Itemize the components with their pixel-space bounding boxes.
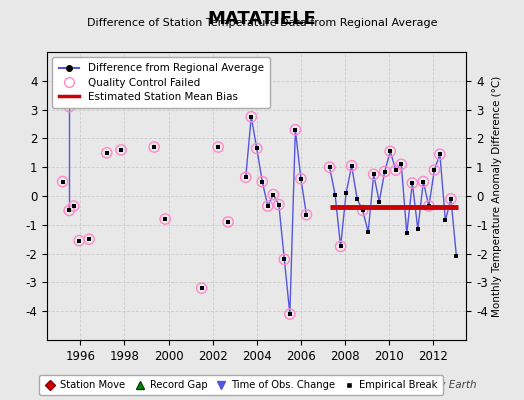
Point xyxy=(369,171,378,178)
Point xyxy=(247,114,255,120)
Point xyxy=(297,176,305,182)
Point xyxy=(424,203,433,209)
Point xyxy=(242,174,250,180)
Point xyxy=(336,243,345,250)
Point xyxy=(253,145,261,152)
Point xyxy=(247,114,255,120)
Point xyxy=(275,202,283,208)
Point xyxy=(264,203,272,209)
Point xyxy=(302,212,311,218)
Point xyxy=(198,285,206,291)
Point xyxy=(297,176,305,182)
Point xyxy=(397,161,406,168)
Point xyxy=(358,207,367,214)
Point xyxy=(391,167,400,173)
Point xyxy=(264,203,272,209)
Point xyxy=(447,196,455,202)
Point xyxy=(214,144,222,150)
Legend: Station Move, Record Gap, Time of Obs. Change, Empirical Break: Station Move, Record Gap, Time of Obs. C… xyxy=(39,375,443,395)
Point xyxy=(198,285,206,291)
Point xyxy=(280,256,289,262)
Point xyxy=(380,168,389,175)
Point xyxy=(353,196,362,202)
Point xyxy=(358,207,367,214)
Text: Berkeley Earth: Berkeley Earth xyxy=(400,380,477,390)
Point xyxy=(331,191,339,198)
Point xyxy=(413,226,422,232)
Point xyxy=(391,167,400,173)
Point xyxy=(291,126,300,133)
Point xyxy=(103,150,111,156)
Text: MATATIELE: MATATIELE xyxy=(208,10,316,28)
Point xyxy=(447,196,455,202)
Point xyxy=(58,178,67,185)
Point xyxy=(150,144,158,150)
Point xyxy=(325,164,334,170)
Point xyxy=(291,126,300,133)
Text: Difference of Station Temperature Data from Regional Average: Difference of Station Temperature Data f… xyxy=(87,18,437,28)
Point xyxy=(286,311,294,317)
Point xyxy=(224,219,232,225)
Point xyxy=(441,217,450,224)
Point xyxy=(286,311,294,317)
Point xyxy=(253,145,261,152)
Legend: Difference from Regional Average, Quality Control Failed, Estimated Station Mean: Difference from Regional Average, Qualit… xyxy=(52,57,270,108)
Point xyxy=(386,148,395,154)
Point xyxy=(364,229,373,235)
Point xyxy=(269,191,278,198)
Point xyxy=(369,171,378,178)
Point xyxy=(242,174,250,180)
Point xyxy=(419,178,428,185)
Point xyxy=(150,144,158,150)
Point xyxy=(347,162,356,169)
Point xyxy=(342,190,351,196)
Point xyxy=(75,238,83,244)
Point xyxy=(161,216,169,222)
Point xyxy=(214,144,222,150)
Point xyxy=(435,151,444,158)
Point xyxy=(280,256,289,262)
Point xyxy=(70,203,78,209)
Point xyxy=(65,207,73,214)
Point xyxy=(85,236,93,242)
Point xyxy=(224,219,232,225)
Point xyxy=(402,230,411,237)
Point xyxy=(435,151,444,158)
Point xyxy=(65,104,73,110)
Point xyxy=(347,162,356,169)
Point xyxy=(117,147,125,153)
Point xyxy=(85,236,93,242)
Point xyxy=(269,191,278,198)
Point xyxy=(424,203,433,209)
Point xyxy=(408,180,417,186)
Point xyxy=(380,168,389,175)
Point xyxy=(302,212,311,218)
Point xyxy=(430,167,439,173)
Point xyxy=(65,207,73,214)
Point xyxy=(452,253,461,260)
Point xyxy=(58,178,67,185)
Point xyxy=(75,238,83,244)
Point xyxy=(258,178,267,185)
Point xyxy=(325,164,334,170)
Point xyxy=(397,161,406,168)
Point xyxy=(103,150,111,156)
Point xyxy=(161,216,169,222)
Point xyxy=(419,178,428,185)
Point xyxy=(430,167,439,173)
Point xyxy=(386,148,395,154)
Y-axis label: Monthly Temperature Anomaly Difference (°C): Monthly Temperature Anomaly Difference (… xyxy=(492,75,502,317)
Point xyxy=(375,198,384,205)
Point xyxy=(117,147,125,153)
Point xyxy=(70,203,78,209)
Point xyxy=(258,178,267,185)
Point xyxy=(336,243,345,250)
Point xyxy=(275,202,283,208)
Point xyxy=(408,180,417,186)
Point xyxy=(65,104,73,110)
